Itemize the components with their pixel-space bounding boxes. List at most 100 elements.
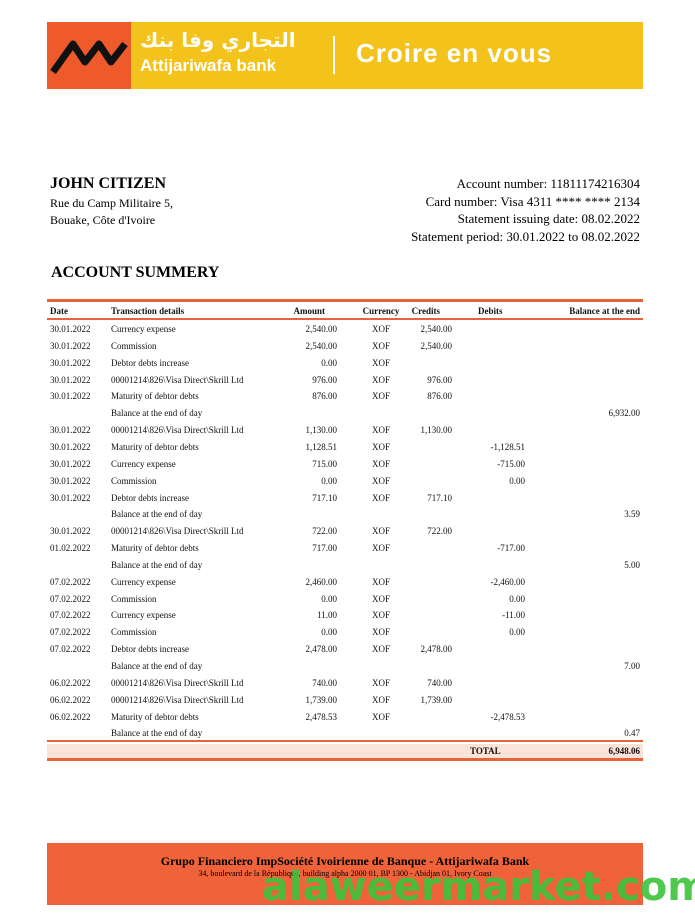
table-cell: -2,460.00: [490, 576, 526, 587]
table-cell: 876.00: [427, 391, 452, 402]
table-cell: Maturity of debtor debts: [111, 711, 199, 722]
table-cell: 2,540.00: [305, 340, 338, 351]
table-cell: 2,540.00: [420, 324, 453, 334]
table-cell: XOF: [371, 475, 390, 486]
table-cell: 1,130.00: [420, 425, 453, 436]
table-cell: 00001214\826\Visa Direct\Skrill Ltd: [111, 526, 244, 537]
table-cell: Currency expense: [111, 610, 176, 621]
table-cell: 30.01.2022: [50, 374, 91, 385]
table-cell: 0.00: [321, 627, 337, 638]
table-rule: [47, 318, 643, 320]
table-cell: Balance at the end of day: [111, 509, 203, 520]
slogan: Croire en vous: [356, 38, 553, 68]
table-cell: Currency expense: [111, 458, 176, 469]
table-cell: 00001214\826\Visa Direct\Skrill Ltd: [111, 694, 244, 705]
table-cell: Balance at the end of day: [111, 559, 203, 570]
table-cell: Balance at the end of day: [111, 661, 203, 671]
table-cell: 740.00: [312, 677, 337, 688]
table-cell: 717.10: [312, 492, 337, 503]
table-cell: XOF: [371, 694, 390, 705]
table-cell: 00001214\826\Visa Direct\Skrill Ltd: [111, 425, 244, 436]
table-cell: 717.00: [312, 543, 337, 554]
logo-name: Attijariwafa bank: [140, 56, 277, 75]
table-cell: 01.02.2022: [50, 543, 91, 554]
table-cell: Maturity of debtor debts: [111, 391, 199, 402]
table-cell: Debtor debts increase: [111, 357, 189, 368]
footer-address: 34, boulevard de la République, building…: [198, 869, 492, 878]
table-cell: 0.00: [321, 593, 337, 604]
table-cell: XOF: [371, 627, 390, 638]
table-cell: 7.00: [624, 661, 640, 671]
table-cell: 30.01.2022: [50, 357, 91, 368]
table-cell: -717.00: [497, 543, 525, 554]
total-label: TOTAL: [470, 746, 501, 756]
table-cell: 07.02.2022: [50, 593, 91, 604]
address-line: Rue du Camp Militaire 5,: [50, 196, 173, 210]
table-cell: XOF: [371, 576, 390, 587]
total-row-bg: [47, 744, 643, 758]
logo-mark: [47, 22, 131, 89]
table-cell: 30.01.2022: [50, 526, 91, 537]
issue-date: Statement issuing date: 08.02.2022: [457, 211, 640, 226]
table-cell: -11.00: [502, 610, 525, 621]
table-cell: XOF: [371, 391, 390, 402]
column-header: Amount: [293, 306, 325, 316]
table-cell: 30.01.2022: [50, 324, 91, 334]
section-title: ACCOUNT SUMMERY: [51, 264, 220, 281]
table-cell: 30.01.2022: [50, 391, 91, 402]
table-cell: Currency expense: [111, 576, 176, 587]
table-cell: XOF: [371, 677, 390, 688]
column-header: Balance at the end: [569, 306, 640, 316]
table-cell: 976.00: [427, 374, 452, 385]
table-cell: XOF: [371, 357, 390, 368]
table-cell: 722.00: [312, 526, 337, 537]
table-cell: 0.00: [321, 357, 337, 368]
table-cell: 717.10: [427, 492, 452, 503]
table-cell: 00001214\826\Visa Direct\Skrill Ltd: [111, 677, 244, 688]
table-cell: 876.00: [312, 391, 337, 402]
table-cell: Maturity of debtor debts: [111, 441, 199, 452]
table-cell: 1,128.51: [305, 441, 338, 452]
table-cell: 07.02.2022: [50, 644, 91, 655]
footer-title: Grupo Financiero ImpSociété Ivoirienne d…: [160, 854, 530, 868]
table-cell: 740.00: [427, 677, 452, 688]
table-cell: 30.01.2022: [50, 475, 91, 486]
logo-arabic: التجاري وفا بنك: [140, 28, 296, 52]
table-cell: XOF: [371, 458, 390, 469]
table-cell: 07.02.2022: [50, 610, 91, 621]
table-cell: 06.02.2022: [50, 711, 91, 722]
table-cell: 2,478.00: [420, 644, 453, 655]
table-cell: 5.00: [624, 559, 640, 570]
table-rule: [47, 740, 643, 742]
table-cell: 00001214\826\Visa Direct\Skrill Ltd: [111, 374, 244, 385]
table-cell: 2,540.00: [305, 324, 338, 334]
table-cell: 1,739.00: [420, 694, 453, 705]
column-header: Debits: [478, 306, 503, 316]
table-cell: XOF: [371, 441, 390, 452]
table-cell: -1,128.51: [490, 441, 526, 452]
table-cell: XOF: [371, 340, 390, 351]
table-cell: 715.00: [312, 458, 337, 469]
table-cell: 976.00: [312, 374, 337, 385]
column-header: Credits: [411, 306, 440, 316]
card-number: Card number: Visa 4311 **** **** 2134: [425, 194, 640, 209]
table-cell: 06.02.2022: [50, 694, 91, 705]
watermark: alaweermarket.com: [262, 864, 695, 910]
table-cell: XOF: [371, 324, 390, 334]
table-cell: -2,478.53: [490, 711, 526, 722]
table-cell: 0.00: [509, 475, 525, 486]
table-cell: 06.02.2022: [50, 677, 91, 688]
column-header: Currency: [362, 306, 400, 316]
table-cell: Currency expense: [111, 324, 176, 334]
table-cell: Commission: [111, 340, 157, 351]
column-header: Transaction details: [111, 306, 185, 316]
table-cell: 2,478.00: [305, 644, 338, 655]
table-cell: 11.00: [317, 610, 337, 621]
table-cell: 2,540.00: [420, 340, 453, 351]
table-cell: 07.02.2022: [50, 576, 91, 587]
table-rule: [47, 758, 643, 761]
table-cell: 1,130.00: [305, 425, 338, 436]
table-cell: XOF: [371, 593, 390, 604]
table-cell: XOF: [371, 492, 390, 503]
